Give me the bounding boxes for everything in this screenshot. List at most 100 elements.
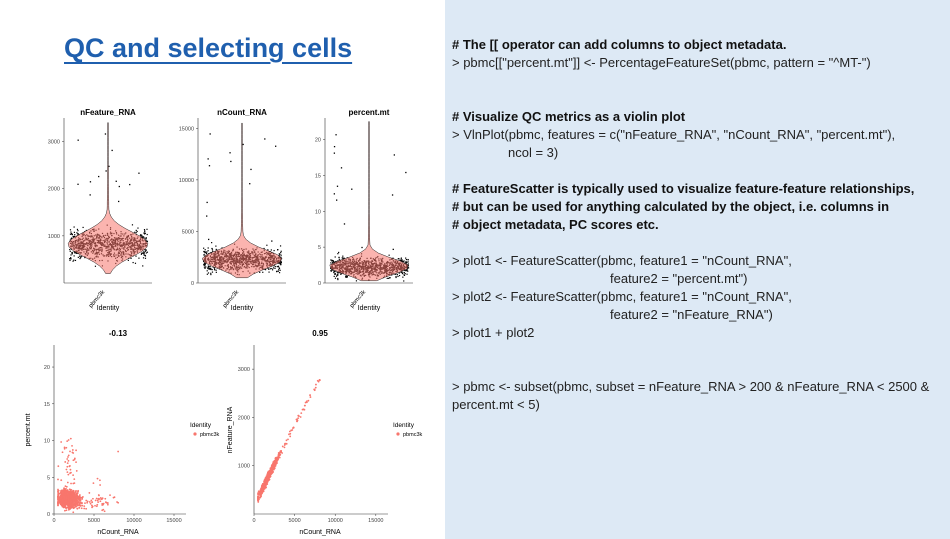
violin-point (342, 255, 344, 257)
violin-point (134, 262, 137, 264)
violin-point (405, 270, 407, 272)
violin-point (280, 263, 282, 265)
violin-point (72, 260, 74, 262)
scatter-point (81, 504, 84, 507)
violin-point (264, 269, 267, 271)
legend-title-2: Identity (393, 422, 415, 429)
scatter-point (265, 486, 267, 489)
violin-point (277, 249, 279, 251)
scatter-point (268, 470, 270, 473)
scatter-point (60, 441, 63, 443)
scatter-xlabel-1: nCount_RNA (97, 529, 139, 536)
violin-point (215, 248, 217, 251)
violin-outlier (207, 158, 209, 160)
violin-point (77, 256, 79, 258)
scatter-point (64, 505, 67, 508)
violin-y-tick-label: 0 (191, 281, 194, 287)
violin-point (335, 275, 338, 277)
scatter-xlabel-2: nCount_RNA (299, 529, 341, 536)
scatter-point (67, 454, 70, 457)
violin-point (207, 268, 209, 270)
violin-point (204, 267, 206, 269)
scatter-point (94, 499, 97, 502)
violin-point (143, 254, 145, 256)
violin-title-ncount: nCount_RNA (217, 108, 267, 117)
scatter-point (72, 452, 75, 454)
violin-point (140, 234, 142, 236)
violin-point (402, 260, 404, 263)
violin-point (388, 254, 390, 256)
violin-outlier (115, 180, 117, 182)
violin-point (131, 224, 134, 226)
scatter-point (73, 498, 76, 501)
scatter-point (274, 464, 277, 467)
violin-point (280, 250, 282, 252)
violin-point (405, 258, 408, 261)
violin-xlabel-3: Identity (358, 305, 381, 312)
scatter-point (70, 493, 73, 495)
scatter-point (85, 507, 88, 510)
scatter-point (63, 447, 66, 450)
violin-point (404, 273, 406, 275)
violin-point (210, 268, 212, 271)
legend-item-2: pbmc3k (403, 432, 423, 438)
scatter-point (85, 499, 88, 502)
violin-point (332, 260, 334, 262)
violin-point (403, 272, 405, 274)
violin-point (144, 230, 146, 232)
slide-title: QC and selecting cells (64, 33, 353, 63)
scatter-point (296, 420, 298, 423)
violin-point (402, 261, 404, 263)
scatter-point (72, 511, 75, 514)
violin-point (143, 251, 145, 254)
violin-point (77, 230, 79, 232)
scatter-point (71, 444, 73, 447)
scatter-point (57, 489, 59, 492)
violin-y-tick-label: 3000 (48, 140, 60, 146)
violin-point (208, 268, 210, 270)
violin-point (259, 271, 261, 273)
scatter-point (107, 502, 109, 504)
violin-point (337, 278, 339, 281)
violin-point (77, 233, 79, 235)
violin-point (406, 269, 408, 271)
scatter-point (75, 449, 77, 452)
violin-point (346, 275, 348, 278)
violin-point (205, 251, 207, 253)
violin-outlier (340, 167, 343, 169)
violin-point (143, 253, 145, 255)
violin-point (72, 236, 74, 238)
violin-point (142, 252, 144, 254)
violin-point (146, 228, 148, 230)
violin-y-tick-label: 15 (315, 173, 321, 179)
scatter-point (59, 495, 62, 498)
violin-point (71, 232, 73, 235)
violin-point (397, 275, 399, 278)
violin-point (401, 259, 403, 262)
violin-point (136, 230, 138, 233)
violin-point (405, 257, 407, 259)
violin-point (203, 251, 205, 253)
scatter-point (69, 450, 71, 453)
scatter-point (67, 501, 69, 504)
scatter-point (297, 414, 300, 417)
violin-point (144, 249, 146, 251)
scatter-point (66, 462, 69, 464)
violin-shape (329, 121, 409, 282)
scatter-point (60, 496, 63, 499)
scatter-point (97, 501, 100, 503)
violin-point (278, 269, 280, 271)
violin-outlier (333, 193, 336, 195)
violin-outlier (118, 200, 120, 203)
violin-point (406, 273, 408, 275)
violin-point (389, 277, 391, 279)
violin-xlabel-1: Identity (97, 305, 120, 312)
violin-point (338, 251, 340, 254)
violin-point (144, 237, 146, 239)
scatter-point (303, 404, 306, 407)
violin-title-nfeature: nFeature_RNA (80, 108, 136, 117)
violin-point (73, 226, 75, 228)
violin-y-tick-label: 1000 (48, 234, 60, 240)
violin-y-tick-label: 10000 (179, 178, 194, 184)
violin-point (407, 265, 410, 267)
